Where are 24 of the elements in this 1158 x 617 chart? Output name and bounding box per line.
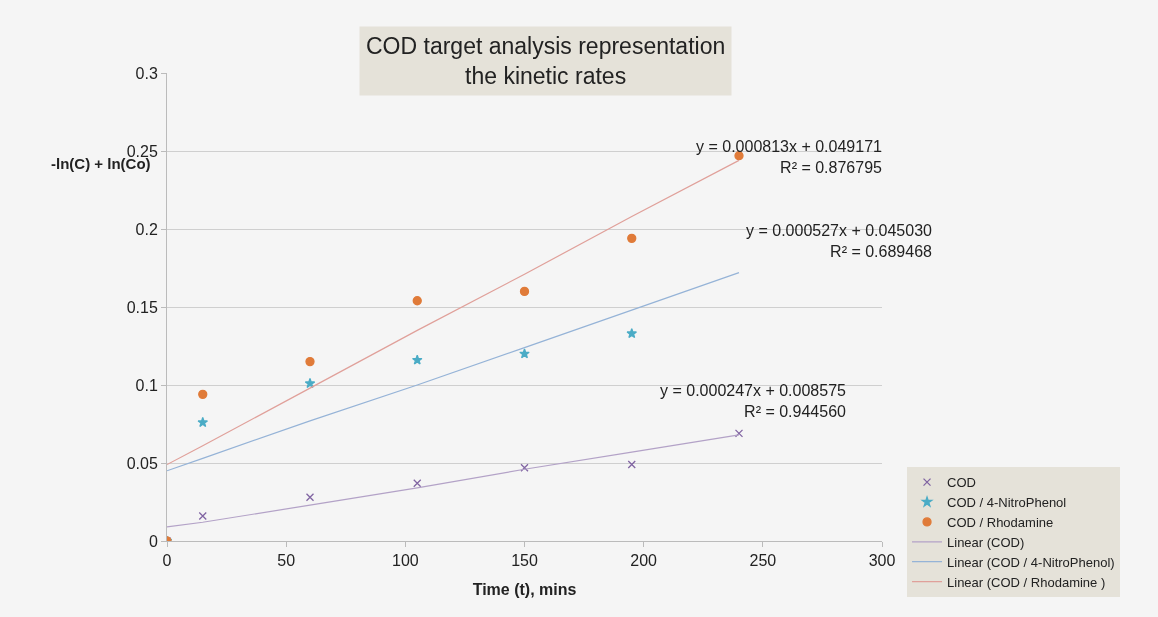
annotation: y = 0.000527x + 0.045030 R² = 0.689468	[746, 222, 933, 260]
x-tick-label: 200	[630, 552, 658, 570]
x-tick-label: 0	[162, 552, 172, 570]
legend-label: COD / Rhodamine	[947, 514, 1054, 530]
annotation: y = 0.000247x + 0.008575 R² = 0.944560	[660, 382, 847, 420]
y-tick-label: 0.05	[126, 454, 158, 472]
legend-label: COD / 4-NitroPhenol	[947, 495, 1067, 511]
annotation: y = 0.000813x + 0.049171 R² = 0.876795	[696, 138, 883, 176]
x-tick-label: 300	[868, 552, 896, 570]
y-tick-label: 0.2	[135, 220, 158, 238]
x-tick-label: 150	[511, 552, 538, 570]
legend-label: Linear (COD / 4-NitroPhenol)	[947, 554, 1115, 570]
legend-label: Linear (COD)	[947, 534, 1025, 550]
y-tick-label: 0.1	[135, 376, 158, 394]
y-tick-label: 0.15	[126, 298, 158, 316]
x-tick-label: 100	[391, 552, 419, 570]
y-tick-label: 0	[148, 532, 158, 550]
chart-title: COD target analysis representation the kinetic rates	[366, 33, 726, 89]
legend-label: COD	[947, 475, 976, 491]
y-tick-label: 0.3	[135, 64, 158, 82]
x-axis-title: Time (t), mins	[472, 580, 577, 598]
x-tick-label: 50	[277, 552, 296, 570]
legend-label: Linear (COD / Rhodamine )	[947, 574, 1106, 590]
x-tick-label: 250	[749, 552, 777, 570]
